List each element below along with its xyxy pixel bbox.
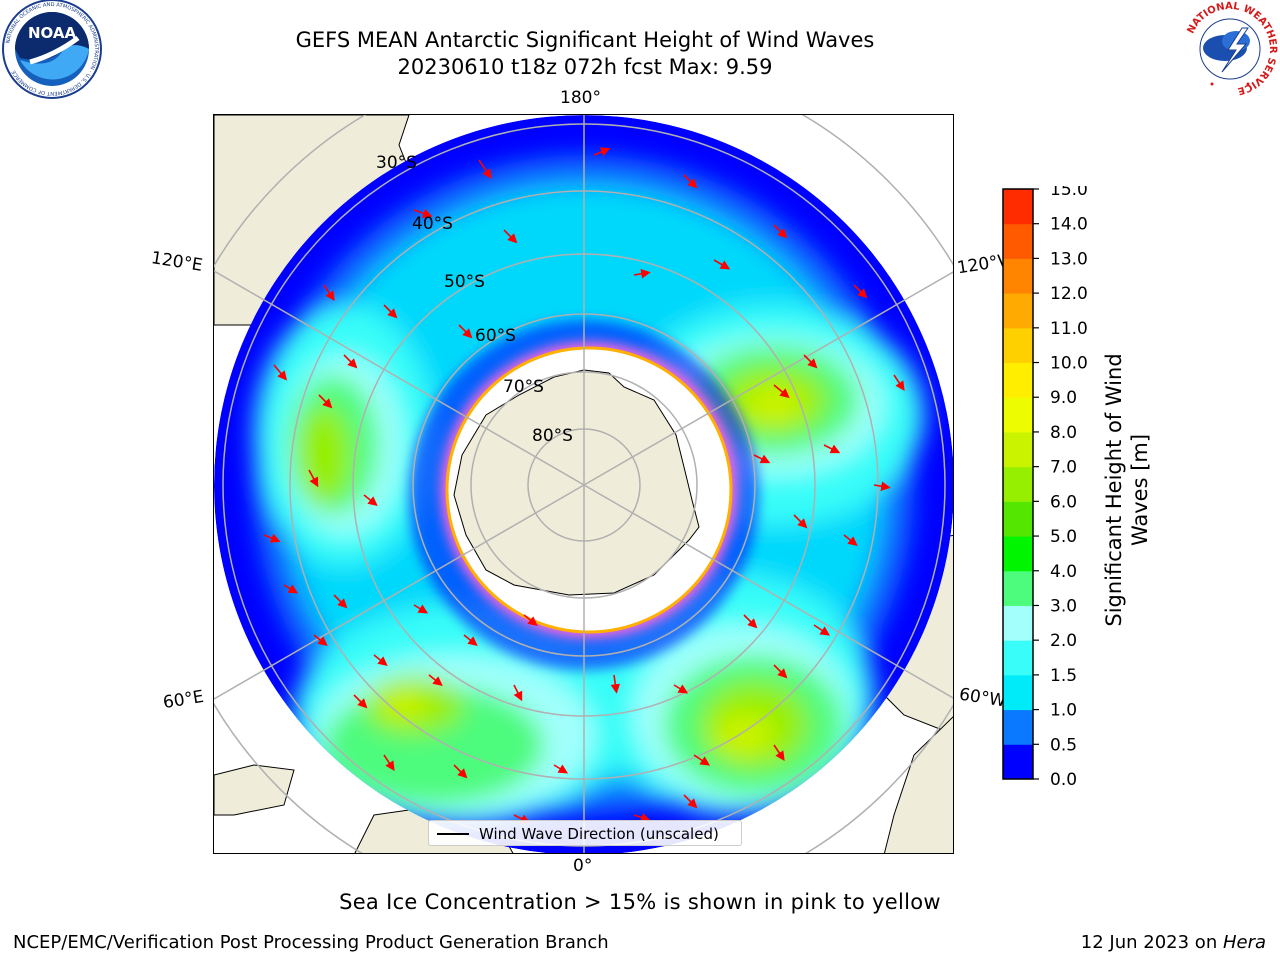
lon-label-120w: 120°W [955, 251, 1005, 279]
colorbar-tick-label: 15.0 [1050, 186, 1088, 200]
colorbar-cell [1003, 536, 1033, 572]
map-subtitle: 20230610 t18z 072h fcst Max: 9.59 [397, 55, 773, 79]
polar-map: 30°S 40°S 50°S 60°S 70°S 80°S [214, 115, 953, 853]
colorbar-cell [1003, 258, 1033, 294]
colorbar-tick-label: 9.0 [1050, 388, 1077, 408]
colorbar-tick-label: 13.0 [1050, 249, 1088, 269]
map-panel: 30°S 40°S 50°S 60°S 70°S 80°S Wind Wave … [213, 114, 954, 854]
lon-label-0: 0° [573, 856, 593, 876]
lon-label-120e: 120°E [149, 248, 204, 276]
colorbar-cell [1003, 709, 1033, 745]
noaa-logo: NOAA NATIONAL OCEANIC AND ATMOSPHERIC AD… [0, 0, 104, 100]
colorbar-scale: 0.0 0.5 1.0 1.5 2.0 3.0 4.0 5.0 6.0 7.0 8.0 9.0 10.0… [1002, 180, 1088, 790]
colorbar-tick-label: 1.5 [1050, 666, 1077, 686]
colorbar-cell [1003, 674, 1033, 711]
colorbar-cell [1003, 293, 1033, 329]
colorbar-cell [1003, 223, 1033, 259]
colorbar-cell [1003, 431, 1033, 468]
legend-line-swatch [437, 833, 469, 835]
lat-label-60s: 60°S [475, 326, 516, 346]
colorbar-tick-label: 11.0 [1050, 319, 1088, 339]
colorbar-cell [1003, 327, 1033, 364]
wind-wave-arrows [263, 147, 905, 824]
svg-text:NOAA: NOAA [28, 24, 77, 42]
colorbar-tick-label: 2.0 [1050, 631, 1077, 651]
national-weather-service-logo: NATIONAL WEATHER SERVICE [1180, 0, 1280, 100]
legend-label: Wind Wave Direction (unscaled) [479, 825, 719, 843]
colorbar-tick-label: 0.0 [1050, 770, 1077, 786]
colorbar-cell [1003, 640, 1033, 676]
colorbar-tick-label: 14.0 [1050, 215, 1088, 235]
colorbar-tick-label: 7.0 [1050, 458, 1077, 478]
producer-credit: NCEP/EMC/Verification Post Processing Pr… [13, 932, 609, 953]
nws-logo-icon: NATIONAL WEATHER SERVICE [1183, 1, 1278, 96]
colorbar-tick-label: 1.0 [1050, 701, 1077, 721]
colorbar-tick-label: 12.0 [1050, 284, 1088, 304]
colorbar-label: Significant Height of Wind Waves [m] [1096, 280, 1176, 700]
colorbar-cell [1003, 189, 1033, 225]
colorbar-tick-label: 6.0 [1050, 492, 1077, 512]
map-legend: Wind Wave Direction (unscaled) [428, 820, 742, 846]
colorbar-tick-label: 5.0 [1050, 527, 1077, 547]
colorbar-cell [1003, 466, 1033, 502]
colorbar-tick-label: 4.0 [1050, 562, 1077, 582]
colorbar-cell [1003, 570, 1033, 606]
lon-label-60w: 60°W [957, 684, 1007, 712]
map-title: GEFS MEAN Antarctic Significant Height o… [295, 28, 875, 52]
lat-label-30s: 30°S [376, 153, 417, 173]
colorbar-tick-label: 8.0 [1050, 423, 1077, 443]
lon-label-60e: 60°E [161, 686, 206, 714]
graticule [214, 115, 953, 853]
colorbar-cell [1003, 397, 1033, 433]
antarctica [453, 369, 700, 596]
machine-name: Hera [1222, 932, 1266, 953]
colorbar-label-line2: Waves [m] [1128, 434, 1152, 546]
generation-date: 12 Jun 2023 on Hera [1080, 932, 1266, 953]
colorbar-tick-label: 0.5 [1050, 735, 1077, 755]
colorbar: 0.0 0.5 1.0 1.5 2.0 3.0 4.0 5.0 6.0 7.0 8.0 9.0 10.0… [1000, 180, 1140, 790]
colorbar-tick-label: 3.0 [1050, 596, 1077, 616]
noaa-logo-icon: NOAA NATIONAL OCEANIC AND ATMOSPHERIC AD… [2, 0, 102, 99]
colorbar-cell [1003, 605, 1033, 641]
colorbar-cell [1003, 501, 1033, 537]
colorbar-label-line1: Significant Height of Wind [1102, 353, 1126, 626]
colorbar-cell [1003, 362, 1033, 398]
lat-label-70s: 70°S [503, 377, 544, 397]
colorbar-cell [1003, 744, 1033, 780]
lon-label-180: 180° [560, 88, 601, 108]
sea-ice-note: Sea Ice Concentration > 15% is shown in … [339, 890, 941, 914]
lat-label-40s: 40°S [412, 214, 453, 234]
lat-label-80s: 80°S [532, 426, 573, 446]
colorbar-tick-label: 10.0 [1050, 354, 1088, 374]
lat-label-50s: 50°S [444, 272, 485, 292]
